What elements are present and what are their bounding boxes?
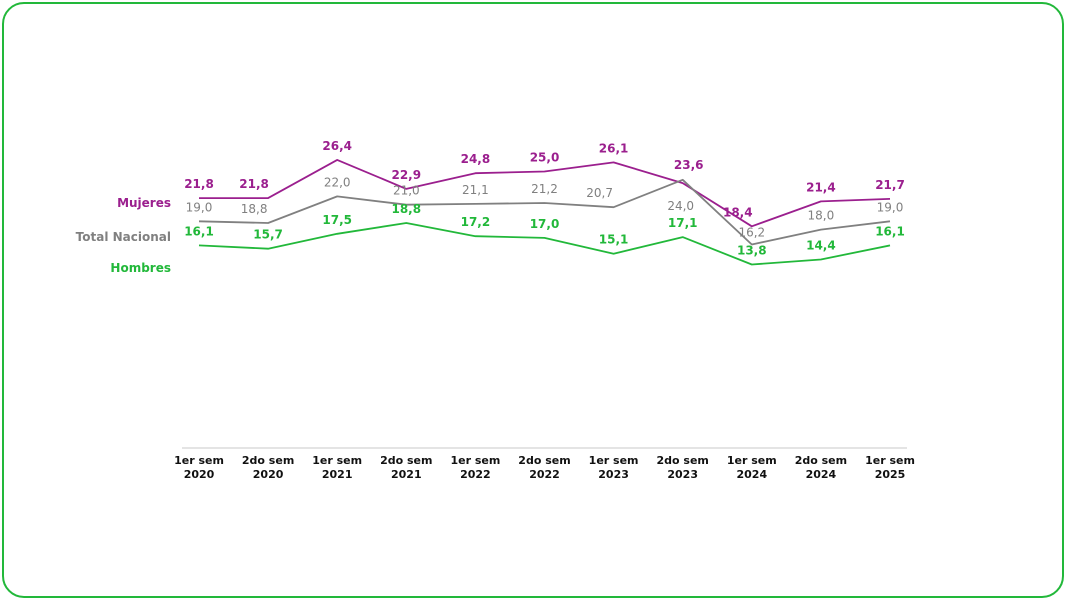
data-label-mujeres: 18,4 <box>723 205 753 219</box>
series-line-hombres <box>198 222 891 266</box>
data-label-mujeres: 26,4 <box>322 139 352 153</box>
data-label-hombres: 17,5 <box>322 213 352 227</box>
x-tick-label: 1er sem 2023 <box>589 454 639 481</box>
data-label-hombres: 17,2 <box>461 215 491 229</box>
x-tick-label: 2do sem 2023 <box>657 454 709 481</box>
data-label-total-nacional: 22,0 <box>324 175 351 189</box>
data-label-hombres: 16,1 <box>184 224 214 238</box>
data-label-mujeres: 26,1 <box>599 141 629 155</box>
x-tick-label: 1er sem 2021 <box>312 454 362 481</box>
x-tick-label: 2do sem 2024 <box>795 454 847 481</box>
data-label-hombres: 14,4 <box>806 239 836 253</box>
data-label-mujeres: 21,8 <box>184 177 214 191</box>
data-label-mujeres: 21,4 <box>806 180 836 194</box>
legend-label-mujeres: Mujeres <box>117 196 171 210</box>
data-label-total-nacional: 21,2 <box>531 182 558 196</box>
legend-label-total-nacional: Total Nacional <box>76 230 171 244</box>
data-label-mujeres: 24,8 <box>461 152 491 166</box>
x-tick-label: 1er sem 2020 <box>174 454 224 481</box>
data-label-total-nacional: 21,0 <box>393 184 420 198</box>
x-tick-label: 1er sem 2025 <box>865 454 915 481</box>
series-layer <box>198 158 891 266</box>
data-label-mujeres: 21,7 <box>875 178 905 192</box>
data-label-hombres: 15,7 <box>253 228 283 242</box>
data-label-hombres: 15,1 <box>599 233 629 247</box>
data-label-total-nacional: 20,7 <box>586 186 613 200</box>
data-label-total-nacional: 18,8 <box>241 202 268 216</box>
data-label-total-nacional: 24,0 <box>667 199 694 213</box>
data-label-total-nacional: 21,1 <box>462 183 489 197</box>
data-label-total-nacional: 19,0 <box>186 200 213 214</box>
legend-label-hombres: Hombres <box>110 261 171 275</box>
data-label-hombres: 16,1 <box>875 224 905 238</box>
legend-layer: Mujeres Total Nacional Hombres <box>76 196 171 275</box>
data-label-hombres: 17,1 <box>668 216 698 230</box>
data-label-mujeres: 25,0 <box>530 151 560 165</box>
data-label-total-nacional: 16,2 <box>738 226 765 240</box>
data-label-mujeres: 23,6 <box>674 158 704 172</box>
data-label-layer: 21,8 21,8 26,4 22,9 24,8 25,0 26,1 23,6 18,4 21,4… <box>184 139 905 258</box>
x-tick-label: 2do sem 2021 <box>380 454 432 481</box>
series-line-total-nacional <box>198 178 891 246</box>
data-label-total-nacional: 19,0 <box>877 200 904 214</box>
x-tick-label: 1er sem 2024 <box>727 454 777 481</box>
series-line-mujeres <box>199 158 891 228</box>
data-label-mujeres: 22,9 <box>391 168 421 182</box>
data-label-total-nacional: 18,0 <box>808 209 835 223</box>
data-label-hombres: 13,8 <box>737 244 767 258</box>
data-label-mujeres: 21,8 <box>239 177 269 191</box>
data-label-hombres: 18,8 <box>391 202 421 216</box>
x-tick-label: 1er sem 2022 <box>450 454 500 481</box>
x-tick-label: 2do sem 2020 <box>242 454 294 481</box>
x-tick-layer: 1er sem 2020 2do sem 2020 1er sem 2021 2do sem… <box>174 454 915 481</box>
x-tick-label: 2do sem 2022 <box>518 454 570 481</box>
data-label-hombres: 17,0 <box>530 217 560 231</box>
